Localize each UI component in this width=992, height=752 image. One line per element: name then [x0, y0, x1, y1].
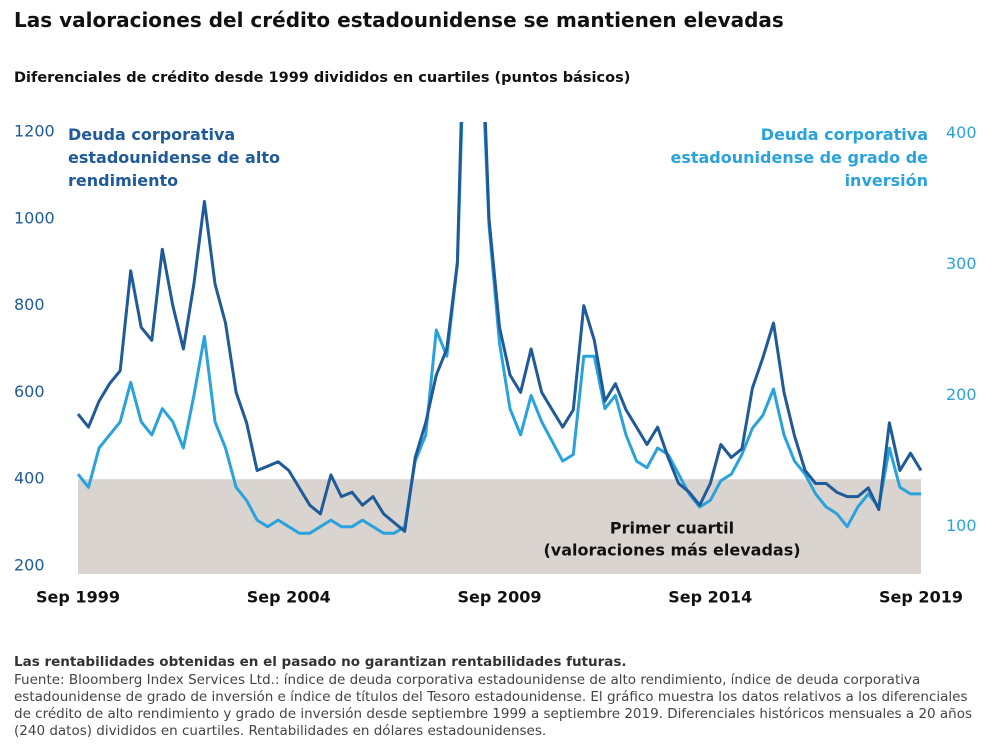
- legend-label: Deuda corporativa estadounidense de alto…: [68, 125, 280, 190]
- y-tick-label: 1200: [14, 122, 55, 141]
- y-tick-label: 800: [14, 295, 45, 314]
- chart-subtitle: Diferenciales de crédito desde 1999 divi…: [14, 70, 631, 86]
- chart-title: Las valoraciones del crédito estadounide…: [14, 8, 784, 32]
- y-tick-label: 1000: [14, 208, 55, 227]
- y-tick-label: 200: [14, 556, 45, 575]
- x-tick-label: Sep 2014: [668, 588, 752, 607]
- band-label: Primer cuartil: [610, 519, 734, 538]
- band-label: (valoraciones más elevadas): [543, 541, 800, 560]
- x-tick-label: Sep 2004: [247, 588, 331, 607]
- quartile-band: [78, 479, 921, 574]
- y2-tick-label: 100: [946, 516, 977, 535]
- y2-tick-label: 200: [946, 385, 977, 404]
- y-tick-label: 600: [14, 382, 45, 401]
- footnote: Las rentabilidades obtenidas en el pasad…: [14, 654, 627, 670]
- x-tick-label: Sep 1999: [36, 588, 120, 607]
- legend-label: Deuda corporativa estadounidense de grad…: [670, 125, 928, 190]
- source: Fuente: Bloomberg Index Services Ltd.: í…: [14, 672, 973, 739]
- x-tick-label: Sep 2009: [458, 588, 542, 607]
- x-tick-label: Sep 2019: [879, 588, 963, 607]
- y2-tick-label: 300: [946, 254, 977, 273]
- series-line: [76, 122, 923, 533]
- y2-tick-label: 400: [946, 123, 977, 142]
- plot-area: [76, 122, 923, 535]
- series-line: [76, 122, 921, 535]
- y-tick-label: 400: [14, 469, 45, 488]
